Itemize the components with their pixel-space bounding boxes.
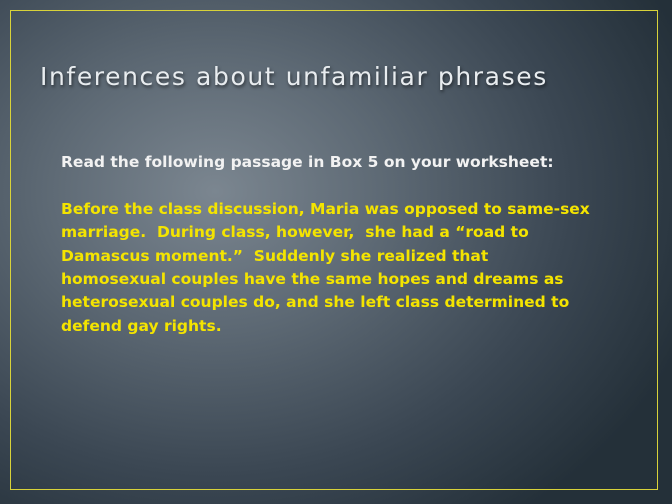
passage-line: Damascus moment.” Suddenly she realized … (61, 246, 489, 265)
slide-border (10, 10, 658, 490)
paragraph-gap (61, 174, 641, 197)
passage-text: Before the class discussion, Maria was o… (61, 198, 641, 338)
passage-line: homosexual couples have the same hopes a… (61, 270, 564, 289)
passage-line: Before the class discussion, Maria was o… (61, 199, 590, 218)
slide-title: Inferences about unfamiliar phrases (40, 62, 548, 91)
instruction-text: Read the following passage in Box 5 on y… (61, 153, 554, 171)
passage-line: defend gay rights. (61, 316, 222, 335)
slide-body: Read the following passage in Box 5 on y… (61, 151, 641, 338)
passage-line: marriage. During class, however, she had… (61, 223, 529, 242)
passage-line: heterosexual couples do, and she left cl… (61, 293, 570, 312)
